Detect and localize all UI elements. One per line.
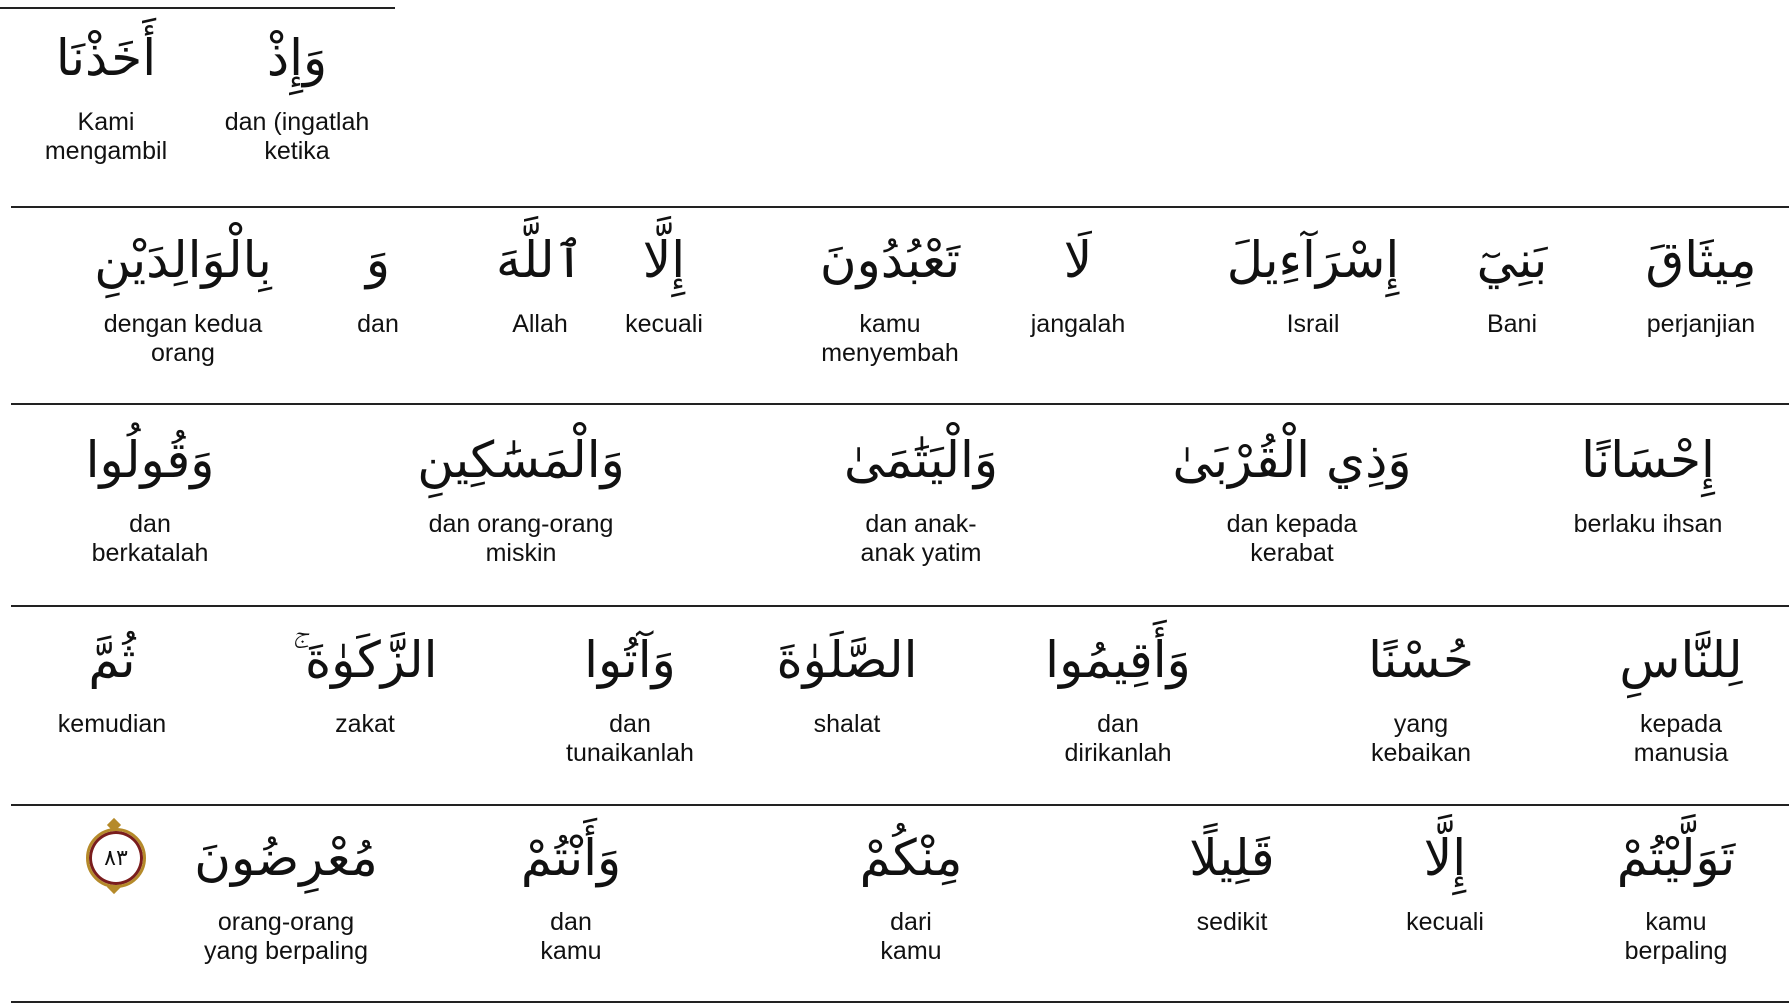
arabic-word: إِلَّا <box>642 231 686 289</box>
word-translation: kecuali <box>625 310 703 338</box>
word-item: ثُمَّ kemudian <box>12 620 212 739</box>
word-item: قَلِيلًا sedikit <box>1102 818 1362 937</box>
word-item: بَنِيٓ Bani <box>1382 220 1642 339</box>
row-divider <box>11 605 1789 607</box>
word-translation: kamu menyembah <box>821 310 959 367</box>
word-item: أَخَذْنَا Kami mengambil <box>0 18 236 166</box>
word-translation: Allah <box>512 310 568 338</box>
word-translation: kepada manusia <box>1633 710 1729 767</box>
word-item: وَآتُوا dan tunaikanlah <box>530 620 730 768</box>
word-translation: perjanjian <box>1646 310 1756 338</box>
word-item: مُعْرِضُونَ orang-orang yang berpaling <box>146 818 426 966</box>
arabic-word: بِالْوَالِدَيْنِ <box>94 231 272 289</box>
verse-number: ٨٣ <box>86 828 146 888</box>
word-item: وَالْمَسَٰكِينِ dan orang-orang miskin <box>361 420 681 568</box>
arabic-word: وَإِذْ <box>266 29 328 87</box>
arabic-word: وَالْيَتَٰمَىٰ <box>843 431 999 489</box>
arabic-word: لَا <box>1063 231 1093 289</box>
word-translation: orang-orang yang berpaling <box>203 908 368 965</box>
word-translation: Israil <box>1286 310 1340 338</box>
row-divider <box>11 1001 1789 1003</box>
word-translation: dan tunaikanlah <box>566 710 694 767</box>
arabic-word: الصَّلَوٰةَ <box>776 631 918 689</box>
arabic-word: الزَّكَوٰةَ ۚ <box>292 631 438 689</box>
arabic-word: وَقُولُوا <box>85 431 215 489</box>
arabic-word: إِحْسَانًا <box>1581 431 1715 489</box>
arabic-word: مِيثَاقَ <box>1645 231 1757 289</box>
word-translation: dan anak- anak yatim <box>860 510 982 567</box>
word-translation: dari kamu <box>880 908 942 965</box>
word-translation: dan kamu <box>540 908 602 965</box>
arabic-word: وَالْمَسَٰكِينِ <box>417 431 625 489</box>
arabic-word: وَذِي الْقُرْبَىٰ <box>1172 431 1412 489</box>
word-item: وَذِي الْقُرْبَىٰ dan kepada kerabat <box>1132 420 1452 568</box>
word-item: وَأَنْتُمْ dan kamu <box>441 818 701 966</box>
row-divider <box>11 206 1789 208</box>
arabic-word: وَأَقِيمُوا <box>1045 631 1191 689</box>
word-item: إِحْسَانًا berlaku ihsan <box>1518 420 1778 539</box>
word-item: الصَّلَوٰةَ shalat <box>737 620 957 739</box>
arabic-word: إِسْرَآءِيلَ <box>1226 231 1400 289</box>
word-item: إِسْرَآءِيلَ Israil <box>1183 220 1443 339</box>
arabic-word: وَ <box>365 231 391 289</box>
word-item: وَقُولُوا dan berkatalah <box>20 420 280 568</box>
word-translation: dan (ingatlah ketika <box>224 108 370 165</box>
word-translation: kamu berpaling <box>1624 908 1728 965</box>
word-item: بِالْوَالِدَيْنِ dengan kedua orang <box>33 220 333 368</box>
arabic-word: أَخَذْنَا <box>55 29 157 87</box>
word-translation: dan orang-orang miskin <box>428 510 614 567</box>
arabic-word: إِلَّا <box>1423 829 1467 887</box>
word-item: مِيثَاقَ perjanjian <box>1571 220 1791 339</box>
row-divider <box>11 804 1789 806</box>
word-translation: berlaku ihsan <box>1573 510 1723 538</box>
word-translation: kecuali <box>1406 908 1484 936</box>
word-item: لِلنَّاسِ kepada manusia <box>1551 620 1791 768</box>
word-translation: shalat <box>813 710 881 738</box>
arabic-word: تَوَلَّيْتُمْ <box>1616 829 1736 887</box>
arabic-word: مِنْكُمْ <box>859 829 963 887</box>
arabic-word: لِلنَّاسِ <box>1619 631 1743 689</box>
arabic-word: حُسْنًا <box>1368 631 1474 689</box>
word-item: وَ dan <box>308 220 448 339</box>
word-translation: kemudian <box>57 710 167 738</box>
arabic-word: قَلِيلًا <box>1189 829 1275 887</box>
word-item: إِلَّا kecuali <box>1355 818 1535 937</box>
word-item: حُسْنًا yang kebaikan <box>1291 620 1551 768</box>
arabic-word: وَآتُوا <box>584 631 676 689</box>
word-translation: dengan kedua orang <box>103 310 263 367</box>
word-item: تَعْبُدُونَ kamu menyembah <box>760 220 1020 368</box>
top-divider <box>0 7 395 9</box>
word-item: الزَّكَوٰةَ ۚ zakat <box>245 620 485 739</box>
word-translation: dan kepada kerabat <box>1226 510 1358 567</box>
arabic-word: مُعْرِضُونَ <box>194 829 378 887</box>
word-item: وَالْيَتَٰمَىٰ dan anak- anak yatim <box>791 420 1051 568</box>
word-translation: Bani <box>1486 310 1538 338</box>
word-item: وَأَقِيمُوا dan dirikanlah <box>988 620 1248 768</box>
word-item: إِلَّا kecuali <box>594 220 734 339</box>
word-item: لَا jangalah <box>948 220 1208 339</box>
arabic-word: ثُمَّ <box>88 631 136 689</box>
verse-number-badge: ٨٣ <box>82 817 146 895</box>
arabic-word: بَنِيٓ <box>1476 231 1548 289</box>
word-translation: dan berkatalah <box>91 510 209 567</box>
word-translation: sedikit <box>1196 908 1268 936</box>
arabic-word: وَأَنْتُمْ <box>520 829 622 887</box>
row-divider <box>11 403 1789 405</box>
word-item: تَوَلَّيْتُمْ kamu berpaling <box>1546 818 1791 966</box>
word-item: مِنْكُمْ dari kamu <box>781 818 1041 966</box>
word-translation: dan <box>357 310 399 338</box>
arabic-word: تَعْبُدُونَ <box>819 231 961 289</box>
word-item: وَإِذْ dan (ingatlah ketika <box>167 18 427 166</box>
word-translation: jangalah <box>1030 310 1126 338</box>
arabic-word: ٱللَّهَ <box>496 231 584 289</box>
word-item: ٱللَّهَ Allah <box>470 220 610 339</box>
word-translation: dan dirikanlah <box>1064 710 1172 767</box>
word-translation: zakat <box>335 710 395 738</box>
word-translation: Kami mengambil <box>44 108 168 165</box>
word-translation: yang kebaikan <box>1370 710 1472 767</box>
